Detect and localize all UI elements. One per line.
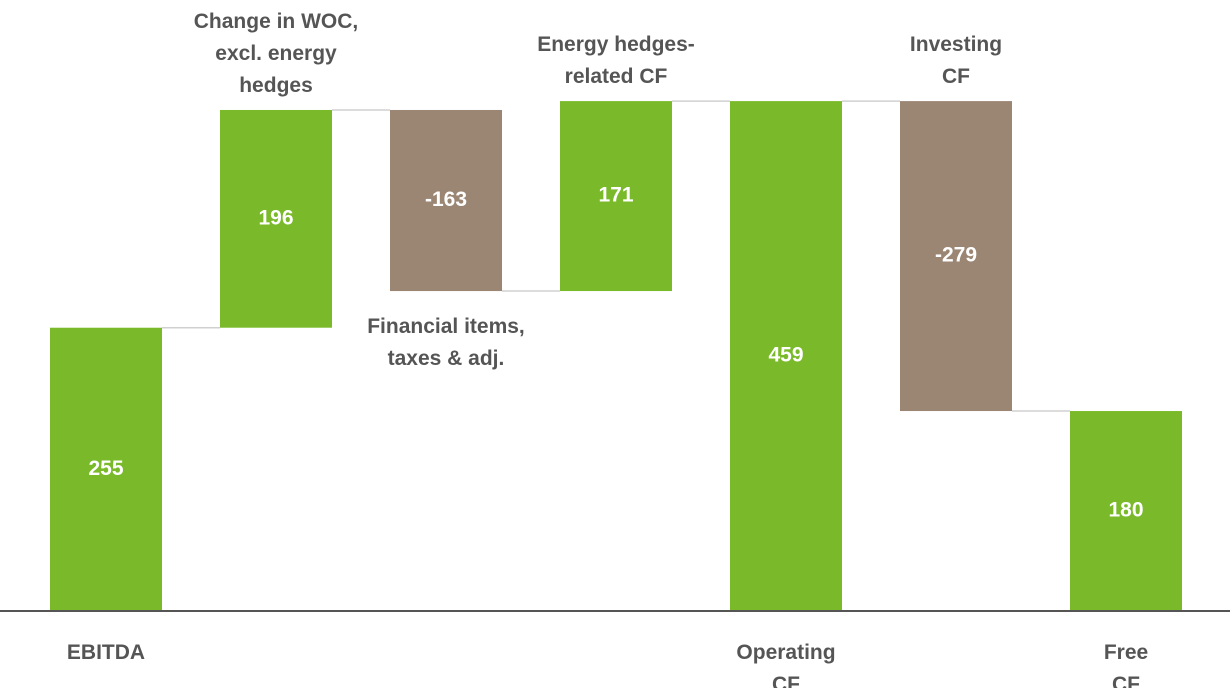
category-label: Financial items, taxes & adj. — [367, 315, 525, 371]
category-label: EBITDA — [66, 641, 146, 664]
value-label: -163 — [425, 188, 467, 211]
value-label: -279 — [935, 244, 977, 267]
bar — [900, 101, 1012, 412]
category-label: Change in WOC, excl. energy hedges — [193, 9, 359, 97]
category-label: Operating CF — [736, 641, 836, 688]
bar — [50, 327, 162, 611]
bar — [220, 109, 332, 328]
category-label: Energy hedges- related CF — [537, 33, 695, 89]
bar — [730, 101, 842, 612]
value-label: 180 — [1108, 499, 1143, 522]
category-label: Investing CF — [909, 33, 1003, 89]
category-label: Free CF — [1103, 641, 1149, 688]
value-label: 171 — [598, 184, 633, 207]
bar — [560, 101, 672, 292]
bar — [1070, 411, 1182, 611]
value-label: 255 — [88, 457, 123, 480]
value-label: 196 — [258, 206, 293, 229]
value-label: 459 — [768, 344, 803, 367]
bar — [390, 109, 502, 292]
